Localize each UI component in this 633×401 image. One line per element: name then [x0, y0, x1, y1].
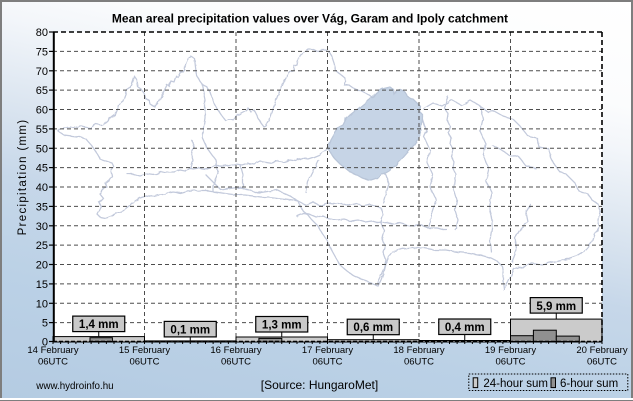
svg-text:06UTC: 06UTC [404, 356, 434, 367]
svg-text:60: 60 [36, 105, 48, 117]
svg-text:06UTC: 06UTC [221, 356, 251, 367]
svg-text:20: 20 [36, 260, 48, 272]
svg-text:40: 40 [36, 182, 48, 194]
svg-text:45: 45 [36, 163, 48, 175]
svg-text:70: 70 [36, 66, 48, 78]
svg-text:80: 80 [36, 27, 48, 39]
svg-text:06UTC: 06UTC [587, 356, 617, 367]
svg-text:19 February: 19 February [485, 345, 536, 356]
svg-text:15: 15 [36, 279, 48, 291]
svg-text:06UTC: 06UTC [312, 356, 342, 367]
svg-text:30: 30 [36, 221, 48, 233]
svg-text:65: 65 [36, 85, 48, 97]
svg-text:35: 35 [36, 201, 48, 213]
svg-text:1,4 mm: 1,4 mm [79, 319, 119, 331]
svg-text:17 February: 17 February [302, 345, 353, 356]
svg-text:06UTC: 06UTC [129, 356, 159, 367]
svg-text:0,6 mm: 0,6 mm [353, 322, 393, 334]
svg-text:www.hydroinfo.hu: www.hydroinfo.hu [35, 381, 113, 392]
svg-text:50: 50 [36, 143, 48, 155]
svg-text:10: 10 [36, 298, 48, 310]
svg-text:1,3 mm: 1,3 mm [262, 319, 302, 331]
svg-text:20 February: 20 February [576, 345, 627, 356]
svg-text:0: 0 [42, 337, 48, 349]
svg-text:16 February: 16 February [210, 345, 261, 356]
svg-text:15 February: 15 February [119, 345, 170, 356]
svg-text:0,4 mm: 0,4 mm [445, 322, 485, 334]
svg-text:75: 75 [36, 46, 48, 58]
svg-text:18 February: 18 February [393, 345, 444, 356]
svg-text:14 February: 14 February [27, 345, 78, 356]
svg-text:5: 5 [42, 318, 48, 330]
svg-text:Mean areal precipitation value: Mean areal precipitation values over Vág… [112, 11, 508, 25]
svg-text:06UTC: 06UTC [38, 356, 68, 367]
svg-text:[Source: HungaroMet]: [Source: HungaroMet] [261, 378, 378, 392]
svg-text:Precipitation (mm): Precipitation (mm) [17, 119, 29, 236]
svg-text:25: 25 [36, 240, 48, 252]
svg-text:6-hour sum: 6-hour sum [560, 378, 618, 390]
svg-text:06UTC: 06UTC [495, 356, 525, 367]
svg-text:55: 55 [36, 124, 48, 136]
svg-text:5,9 mm: 5,9 mm [536, 301, 576, 313]
svg-text:24-hour sum: 24-hour sum [483, 378, 548, 390]
svg-text:0,1 mm: 0,1 mm [170, 324, 210, 336]
